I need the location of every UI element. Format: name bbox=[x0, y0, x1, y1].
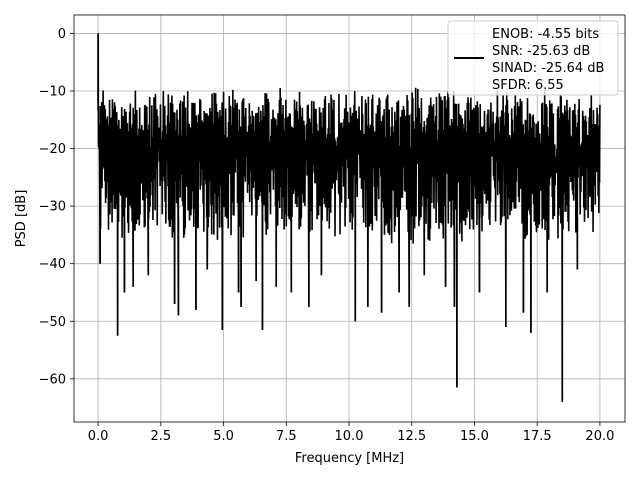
legend-line-snr: SNR: -25.63 dB bbox=[492, 44, 590, 59]
legend: ENOB: -4.55 bits SNR: -25.63 dB SINAD: -… bbox=[447, 20, 619, 96]
psd-series-line bbox=[97, 33, 601, 402]
x-tick-label: 20.0 bbox=[585, 429, 614, 444]
x-tick-label: 7.5 bbox=[276, 429, 297, 444]
legend-line-sfdr: SFDR: 6.55 bbox=[492, 78, 564, 93]
y-axis-ticks: 0 −10 −20 −30 −40 −50 −60 bbox=[39, 27, 74, 387]
x-tick-label: 10.0 bbox=[335, 429, 364, 444]
x-tick-label: 2.5 bbox=[150, 429, 171, 444]
y-tick-label: 0 bbox=[58, 27, 66, 42]
y-tick-label: −10 bbox=[39, 84, 66, 99]
y-tick-label: −40 bbox=[39, 257, 66, 272]
x-axis-ticks: 0.0 2.5 5.0 7.5 10.0 12.5 15.0 17.5 20.0 bbox=[88, 422, 614, 444]
y-axis-label: PSD [dB] bbox=[14, 190, 29, 248]
y-tick-label: −30 bbox=[39, 200, 66, 215]
legend-line-sinad: SINAD: -25.64 dB bbox=[492, 61, 604, 76]
axes-frame bbox=[73, 14, 626, 423]
x-tick-label: 12.5 bbox=[397, 429, 426, 444]
legend-box bbox=[447, 20, 619, 96]
y-tick-label: −60 bbox=[39, 372, 66, 387]
x-tick-label: 0.0 bbox=[88, 429, 109, 444]
x-axis-label: Frequency [MHz] bbox=[295, 451, 404, 466]
legend-line-enob: ENOB: -4.55 bits bbox=[492, 27, 599, 42]
y-tick-label: −20 bbox=[39, 142, 66, 157]
x-tick-label: 17.5 bbox=[523, 429, 552, 444]
x-tick-label: 5.0 bbox=[213, 429, 234, 444]
plot-series bbox=[97, 33, 601, 402]
y-tick-label: −50 bbox=[39, 315, 66, 330]
x-tick-label: 15.0 bbox=[460, 429, 489, 444]
